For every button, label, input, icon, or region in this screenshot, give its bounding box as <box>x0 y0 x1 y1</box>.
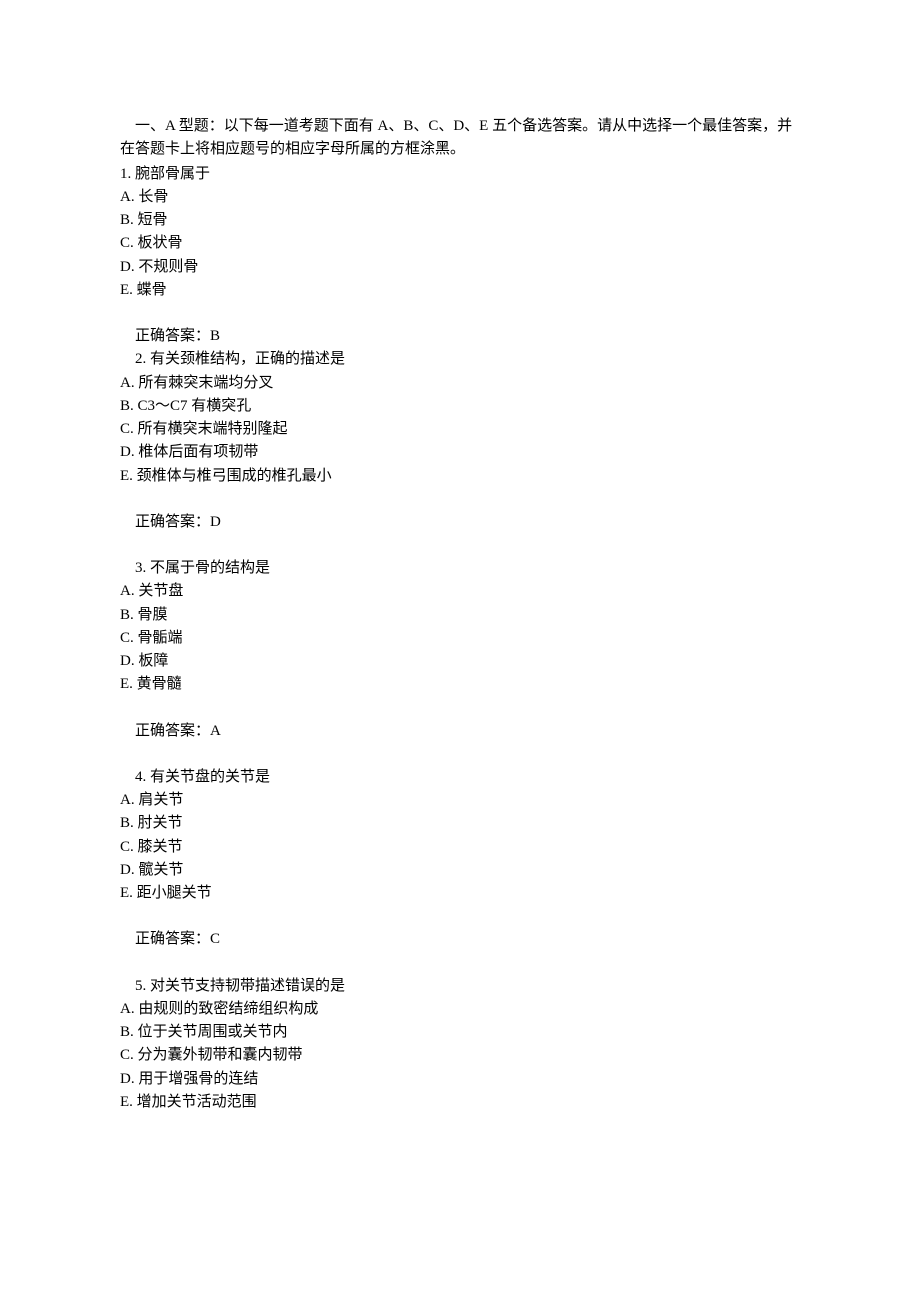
option: B. 肘关节 <box>120 812 800 835</box>
option: A. 长骨 <box>120 186 800 209</box>
option: B. 位于关节周围或关节内 <box>120 1021 800 1044</box>
option: B. 短骨 <box>120 209 800 232</box>
option: D. 髋关节 <box>120 859 800 882</box>
option: C. 所有横突末端特别隆起 <box>120 418 800 441</box>
question-text: 1. 腕部骨属于 <box>120 163 800 186</box>
option: C. 膝关节 <box>120 836 800 859</box>
question-text: 4. 有关节盘的关节是 <box>120 766 800 789</box>
option: B. 骨膜 <box>120 604 800 627</box>
option: A. 肩关节 <box>120 789 800 812</box>
question-text: 2. 有关颈椎结构，正确的描述是 <box>120 348 800 371</box>
option: C. 骨骺端 <box>120 627 800 650</box>
questions-container: 1. 腕部骨属于A. 长骨B. 短骨C. 板状骨D. 不规则骨E. 蝶骨正确答案… <box>120 163 800 1115</box>
question-block: 4. 有关节盘的关节是A. 肩关节B. 肘关节C. 膝关节D. 髋关节E. 距小… <box>120 766 800 952</box>
option: C. 分为囊外韧带和囊内韧带 <box>120 1044 800 1067</box>
question-text: 5. 对关节支持韧带描述错误的是 <box>120 975 800 998</box>
option: E. 颈椎体与椎弓围成的椎孔最小 <box>120 465 800 488</box>
answer: 正确答案：D <box>120 511 800 534</box>
question-block: 1. 腕部骨属于A. 长骨B. 短骨C. 板状骨D. 不规则骨E. 蝶骨正确答案… <box>120 163 800 349</box>
question-block: 5. 对关节支持韧带描述错误的是A. 由规则的致密结缔组织构成B. 位于关节周围… <box>120 975 800 1115</box>
spacer <box>120 534 800 557</box>
answer: 正确答案：A <box>120 720 800 743</box>
option: D. 用于增强骨的连结 <box>120 1068 800 1091</box>
instruction-text: 一、A 型题：以下每一道考题下面有 A、B、C、D、E 五个备选答案。请从中选择… <box>120 115 800 162</box>
spacer <box>120 743 800 766</box>
option: A. 所有棘突末端均分叉 <box>120 372 800 395</box>
question-text: 3. 不属于骨的结构是 <box>120 557 800 580</box>
option: A. 关节盘 <box>120 580 800 603</box>
answer: 正确答案：B <box>120 325 800 348</box>
spacer <box>120 952 800 975</box>
question-block: 2. 有关颈椎结构，正确的描述是A. 所有棘突末端均分叉B. C3～C7 有横突… <box>120 348 800 534</box>
option: D. 不规则骨 <box>120 256 800 279</box>
option: D. 板障 <box>120 650 800 673</box>
option: C. 板状骨 <box>120 232 800 255</box>
option: D. 椎体后面有项韧带 <box>120 441 800 464</box>
option: E. 蝶骨 <box>120 279 800 302</box>
question-block: 3. 不属于骨的结构是A. 关节盘B. 骨膜C. 骨骺端D. 板障E. 黄骨髓正… <box>120 557 800 743</box>
option: B. C3～C7 有横突孔 <box>120 395 800 418</box>
option: E. 距小腿关节 <box>120 882 800 905</box>
option: A. 由规则的致密结缔组织构成 <box>120 998 800 1021</box>
option: E. 增加关节活动范围 <box>120 1091 800 1114</box>
answer: 正确答案：C <box>120 928 800 951</box>
option: E. 黄骨髓 <box>120 673 800 696</box>
